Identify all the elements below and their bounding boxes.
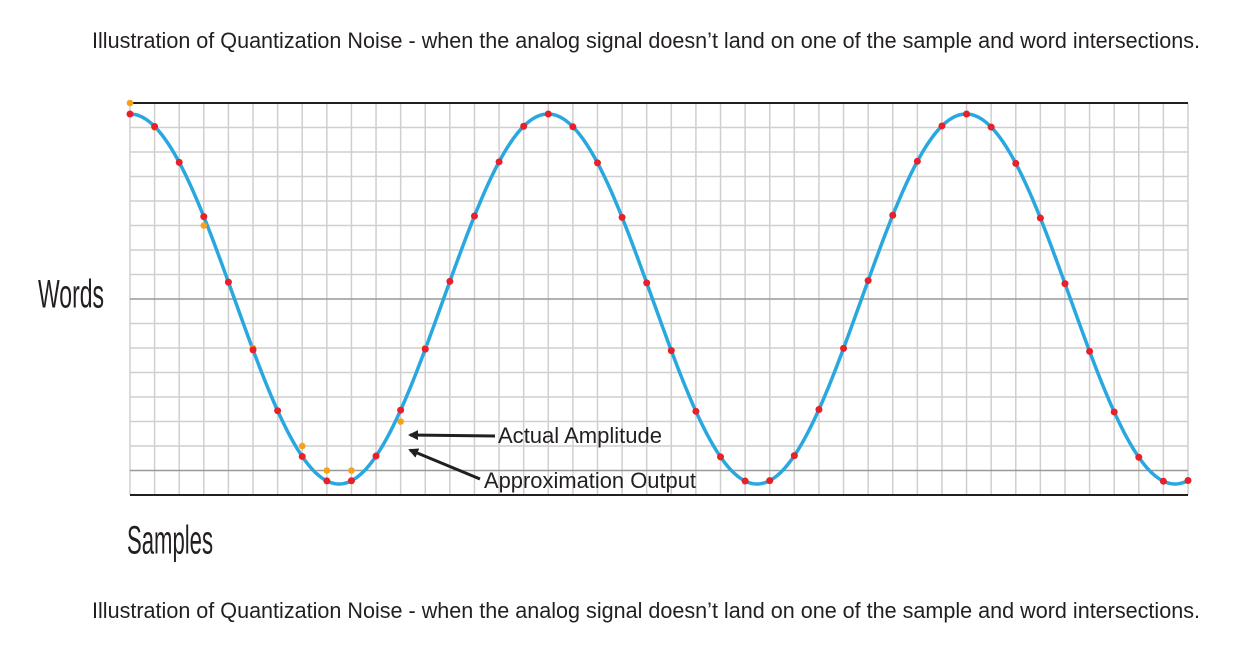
arrow — [408, 448, 481, 481]
sample-point — [446, 277, 454, 285]
sample-point — [667, 347, 675, 355]
sample-point — [569, 123, 577, 131]
sample-point — [274, 407, 282, 415]
sample-point — [1061, 280, 1069, 288]
signal — [129, 112, 1189, 486]
sample-point — [151, 123, 159, 131]
caption-bottom: Illustration of Quantization Noise - whe… — [92, 598, 1200, 623]
approx-point — [298, 442, 306, 450]
sample-point — [1159, 477, 1167, 485]
sample-point — [593, 159, 601, 167]
approx-point — [200, 222, 208, 229]
approx-point — [348, 467, 355, 474]
sample-point — [815, 405, 823, 413]
sample-point — [790, 452, 798, 460]
sample-point — [987, 123, 995, 131]
sample-point — [692, 407, 700, 415]
sample-point — [938, 122, 946, 130]
sample-point — [766, 477, 774, 485]
sample-point — [889, 211, 897, 219]
sample-point — [1036, 214, 1044, 222]
sample-point — [200, 213, 208, 221]
sample-point — [1184, 476, 1192, 484]
sample-point — [840, 344, 848, 352]
x-axis-label: Samples — [127, 519, 213, 563]
grid — [129, 102, 1189, 496]
sample-point — [1086, 347, 1094, 355]
sample-point — [175, 158, 183, 166]
annotation: Actual Amplitude — [498, 423, 662, 448]
sample-point — [741, 477, 749, 485]
wave — [126, 99, 1192, 486]
sample-point — [1135, 453, 1143, 461]
annotation: Approximation Output — [484, 468, 696, 493]
sample-point — [544, 110, 552, 118]
y-axis-label: Words — [38, 273, 104, 317]
sample-point — [249, 346, 257, 354]
sample-point — [1110, 408, 1118, 416]
sample-point — [126, 110, 134, 118]
sample-point — [618, 213, 626, 221]
sample-point — [470, 212, 478, 220]
arrow — [408, 430, 496, 441]
approx-point — [323, 467, 331, 474]
caption-top: Illustration of Quantization Noise - whe… — [92, 28, 1200, 53]
sample-point — [717, 453, 725, 461]
sample-point — [224, 278, 232, 286]
sample-point — [495, 158, 503, 166]
approx-point — [397, 418, 404, 425]
sample-point — [864, 277, 872, 285]
sample-point — [963, 110, 971, 118]
sample-point — [643, 279, 651, 287]
sample-point — [913, 157, 921, 165]
sample-point — [1012, 159, 1020, 167]
sample-point — [323, 477, 331, 485]
sample-point — [372, 452, 380, 460]
sample-point — [347, 477, 355, 485]
approx-point — [126, 99, 134, 107]
sample-point — [520, 122, 528, 130]
sample-point — [298, 452, 306, 460]
sample-point — [421, 345, 429, 353]
sample-point — [397, 406, 405, 414]
